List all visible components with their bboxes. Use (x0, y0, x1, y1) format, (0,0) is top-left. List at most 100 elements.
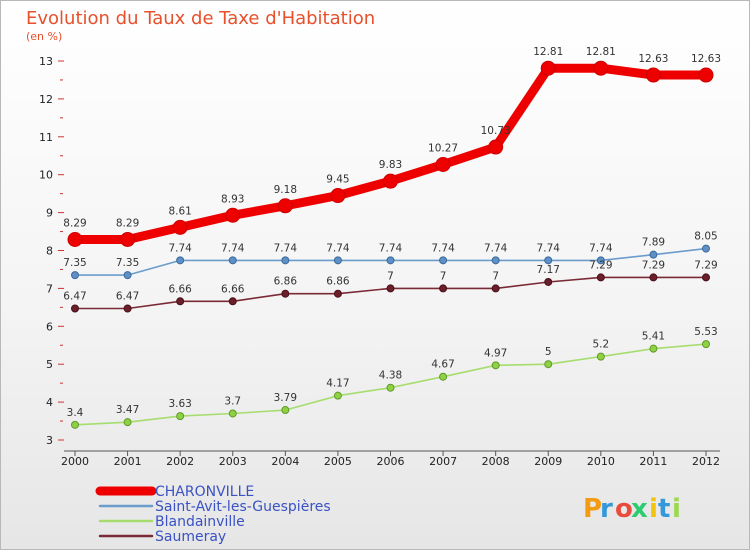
data-point (172, 219, 188, 235)
data-label: 10.73 (481, 125, 511, 137)
data-point (176, 412, 185, 421)
x-tick-label: 2002 (166, 455, 194, 468)
data-label: 5.2 (592, 339, 609, 351)
data-point (544, 277, 553, 286)
data-label: 7.74 (326, 242, 350, 254)
data-label: 3.63 (168, 398, 191, 410)
data-point (67, 232, 83, 248)
data-point (702, 244, 710, 253)
x-tick-label: 2005 (324, 455, 352, 468)
data-label: 8.29 (63, 218, 86, 230)
data-point (228, 297, 237, 306)
chart-title: Evolution du Taux de Taxe d'Habitation (26, 8, 375, 29)
data-point (491, 361, 500, 370)
data-label: 7.35 (116, 257, 139, 269)
data-label: 7.74 (484, 242, 508, 254)
data-label: 3.4 (67, 407, 84, 419)
data-point (596, 256, 605, 265)
data-point (71, 304, 79, 313)
data-point (281, 289, 290, 298)
data-point (649, 273, 658, 282)
legend-item: Blandainville (98, 514, 245, 530)
data-label: 9.83 (379, 159, 402, 171)
y-tick-label: 11 (39, 131, 53, 144)
data-point (176, 297, 185, 306)
data-label: 5.41 (642, 331, 665, 343)
y-tick-label: 6 (46, 320, 53, 333)
logo-letter: P (583, 494, 602, 524)
x-tick-label: 2008 (482, 455, 510, 468)
data-point (649, 344, 658, 353)
logo-letter: i (672, 494, 681, 524)
data-label: 12.63 (638, 53, 668, 65)
x-tick-label: 2010 (587, 455, 615, 468)
x-tick-label: 2009 (534, 455, 562, 468)
data-label: 3.47 (116, 404, 139, 416)
x-tick-label: 2001 (114, 455, 142, 468)
y-tick-label: 9 (46, 207, 53, 220)
data-point (439, 256, 448, 265)
data-point (225, 207, 241, 223)
data-point (540, 60, 556, 76)
x-tick-label: 2011 (639, 455, 667, 468)
data-labels-saint-avit-les-guespi-res: 7.35 7.35 7.74 7.74 7.74 7.74 7.74 7.74 7.74 7.74… (63, 231, 717, 270)
data-point (333, 256, 342, 265)
data-point (596, 273, 605, 282)
data-label: 7.74 (589, 242, 613, 254)
data-point (596, 352, 605, 361)
data-point (386, 256, 395, 265)
data-label: 7.74 (379, 242, 403, 254)
data-label: 6.47 (116, 290, 139, 302)
data-label: 4.38 (379, 370, 402, 382)
data-labels-blandainville: 3.4 3.47 3.63 3.7 3.79 4.17 4.38 4.67 4.97 5 5.2 5.… (67, 326, 718, 419)
data-label: 4.67 (431, 359, 454, 371)
logo-letter: t (658, 494, 670, 524)
data-point (649, 250, 658, 259)
data-point (593, 60, 609, 76)
data-point (228, 409, 237, 418)
proxiti-logo: Pr ox i t i (583, 494, 681, 524)
data-point (386, 383, 395, 392)
data-label: 3.7 (224, 395, 241, 407)
logo-letter: i (649, 494, 658, 524)
data-label: 7.74 (221, 242, 245, 254)
data-point (544, 256, 553, 265)
data-label: 7.29 (642, 259, 665, 271)
chart-subtitle: (en %) (26, 30, 62, 43)
data-label: 7.74 (168, 242, 192, 254)
data-point (491, 284, 500, 293)
data-point (333, 289, 342, 298)
y-tick-label: 3 (46, 434, 53, 447)
data-labels-saumeray: 6.47 6.47 6.66 6.66 6.86 6.86 7 7 7 7.17 7.29 7.29 7… (63, 259, 717, 302)
data-point (698, 67, 714, 83)
data-point (71, 420, 79, 429)
data-point (383, 173, 398, 189)
data-label: 7.17 (537, 264, 560, 276)
legend: CHARONVILLESaint-Avit-les-GuespièresBlan… (95, 484, 331, 545)
data-label: 6.47 (63, 290, 86, 302)
data-point (386, 284, 395, 293)
x-tick-label: 2004 (271, 455, 299, 468)
y-tick-label: 8 (46, 245, 53, 258)
data-label: 5.53 (694, 326, 717, 338)
data-point (281, 406, 290, 415)
legend-label: Blandainville (155, 514, 245, 530)
data-label: 12.63 (691, 53, 721, 65)
x-axis: 2000 2001 2002 2003 2004 2005 2006 2007 2008 2009… (61, 450, 720, 468)
data-point (71, 271, 79, 280)
data-label: 7 (440, 270, 447, 282)
data-point (123, 418, 132, 427)
legend-label: Saint-Avit-les-Guespières (155, 499, 331, 515)
data-label: 8.29 (116, 218, 139, 230)
data-point (702, 273, 710, 282)
y-tick-label: 12 (39, 93, 53, 106)
legend-item: CHARONVILLE (95, 484, 254, 500)
data-point (544, 360, 553, 369)
data-label: 8.61 (168, 205, 191, 217)
data-label: 7.74 (431, 242, 455, 254)
data-point (435, 156, 451, 172)
data-label: 10.27 (428, 142, 458, 154)
y-tick-label: 10 (39, 169, 53, 182)
data-point (281, 256, 290, 265)
